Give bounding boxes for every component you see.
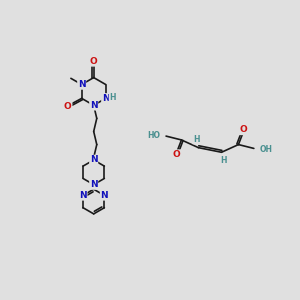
Text: N: N xyxy=(90,180,98,189)
Text: N: N xyxy=(90,101,98,110)
Text: O: O xyxy=(239,125,247,134)
Text: O: O xyxy=(64,102,72,111)
Text: O: O xyxy=(173,150,181,159)
Text: N: N xyxy=(90,155,98,164)
Text: H: H xyxy=(220,156,227,165)
Text: HO: HO xyxy=(147,131,160,140)
Text: H: H xyxy=(110,93,116,102)
Text: N: N xyxy=(78,80,85,89)
Text: N: N xyxy=(79,191,87,200)
Text: N: N xyxy=(100,191,108,200)
Text: O: O xyxy=(90,57,98,66)
Text: OH: OH xyxy=(260,145,273,154)
Text: H: H xyxy=(193,135,199,144)
Text: N: N xyxy=(102,94,110,103)
